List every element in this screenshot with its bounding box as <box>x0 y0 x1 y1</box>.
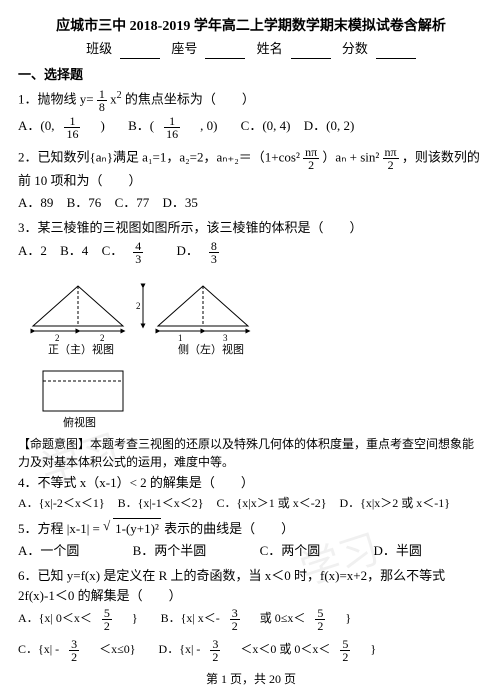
q2-opt-d: D．35 <box>162 193 197 213</box>
q3-opt-d: D．83 <box>176 240 238 265</box>
section-heading: 一、选择题 <box>18 65 484 85</box>
q5-opt-d: D．半圆 <box>373 541 421 561</box>
q1-stem-a: 1．抛物线 y= <box>18 91 94 106</box>
q1-options: A．(0, 116 ) B．( 116 , 0) C．(0, 4) D．(0, … <box>18 115 484 140</box>
q6-opt-b: B．{x| x＜-32 或 0≤x＜52 } <box>161 607 362 632</box>
question-1: 1．抛物线 y= 18 x2 的焦点坐标为（ ） <box>18 88 484 113</box>
q3-opt-a: A．2 <box>18 241 47 261</box>
q3-note: 【命题意图】本题考查三视图的还原以及特殊几何体的体积度量，重点考查空间想象能力及… <box>18 435 484 471</box>
q2-options: A．89 B．76 C．77 D．35 <box>18 193 484 213</box>
q6-opt-c: C．{x| -32 ＜x≤0} <box>18 638 146 663</box>
label-score: 分数 <box>342 39 368 59</box>
q5-radical: 1-(y+1)² <box>113 518 161 539</box>
page-footer: 第 1 页，共 20 页 <box>0 670 502 688</box>
q4-opt-a: A．{x|-2＜x＜1} <box>18 494 105 512</box>
page-title: 应城市三中 2018-2019 学年高二上学期数学期末模拟试卷含解析 <box>18 16 484 37</box>
fill-row: 班级 座号 姓名 分数 <box>18 39 484 59</box>
q6-options-row2: C．{x| -32 ＜x≤0} D．{x| -32 ＜x＜0 或 0＜x＜52 … <box>18 638 484 663</box>
question-6: 6．已知 y=f(x) 是定义在 R 上的奇函数，当 x＜0 时，f(x)=x+… <box>18 566 484 605</box>
label-top: 俯视图 <box>63 415 96 429</box>
q1-frac: 18 <box>97 88 107 113</box>
q1-sq: 2 <box>117 90 122 101</box>
q1-stem-c: 的焦点坐标为（ ） <box>125 91 255 106</box>
q5-stem-c: 表示的曲线是（ ） <box>164 521 294 536</box>
label-front: 正（主）视图 <box>48 342 114 356</box>
svg-text:2: 2 <box>136 301 141 311</box>
q6-opt-d: D．{x| -32 ＜x＜0 或 0＜x＜52 } <box>159 638 387 663</box>
q4-opt-c: C．{x|x＞1 或 x＜-2} <box>217 494 327 512</box>
q2-opt-b: B．76 <box>67 193 102 213</box>
q1-opt-d: D．(0, 2) <box>304 116 355 136</box>
q6-options-row1: A．{x| 0＜x＜52 } B．{x| x＜-32 或 0≤x＜52 } <box>18 607 484 632</box>
q5-stem-a: 5．方程 <box>18 521 67 536</box>
q3-opt-c: C．43 <box>102 240 164 265</box>
q1-opt-a: A．(0, 116 ) <box>18 115 115 140</box>
svg-text:1: 1 <box>178 333 183 343</box>
label-seat: 座号 <box>171 39 197 59</box>
q1-opt-b: B．( 116 , 0) <box>128 115 227 140</box>
question-3: 3．某三棱锥的三视图如图所示，该三棱锥的体积是（ ） <box>18 218 484 238</box>
svg-text:2: 2 <box>100 333 105 343</box>
label-class: 班级 <box>86 39 112 59</box>
q5-opt-a: A．一个圆 <box>18 541 79 561</box>
label-name: 姓名 <box>257 39 283 59</box>
q2-opt-c: C．77 <box>115 193 150 213</box>
q2-frac1: nπ2 <box>303 146 319 171</box>
q4-opt-d: D．{x|x＞2 或 x＜-1} <box>339 494 450 512</box>
question-5: 5．方程 |x-1| = 1-(y+1)² 表示的曲线是（ ） <box>18 518 484 539</box>
q3-opt-b: B．4 <box>60 241 88 261</box>
svg-text:2: 2 <box>55 333 60 343</box>
q5-stem-b: |x-1| = <box>67 521 103 536</box>
q2-stem-a: 2．已知数列{aₙ}满足 a₁=1，a₂=2，aₙ₊₂＝（1+cos² <box>18 149 303 164</box>
blank-score <box>376 44 416 59</box>
question-4: 4．不等式 x（x-1）< 2 的解集是（ ） <box>18 473 484 493</box>
q2-frac2: nπ2 <box>383 146 399 171</box>
q2-stem-b: ）aₙ + sin² <box>322 149 382 164</box>
q1-opt-c: C．(0, 4) <box>241 116 291 136</box>
svg-text:3: 3 <box>223 333 228 343</box>
blank-seat <box>205 44 245 59</box>
three-view-svg: 2 2 正（主）视图 2 1 3 侧（左）视图 俯视图 <box>18 271 298 431</box>
q4-opt-b: B．{x|-1＜x＜2} <box>118 494 204 512</box>
q6-opt-a: A．{x| 0＜x＜52 } <box>18 607 148 632</box>
three-view-diagram: 2 2 正（主）视图 2 1 3 侧（左）视图 俯视图 <box>18 271 298 431</box>
label-side: 侧（左）视图 <box>178 342 244 356</box>
blank-name <box>291 44 331 59</box>
exam-page: 应城市三中 2018-2019 学年高二上学期数学期末模拟试卷含解析 班级 座号… <box>0 0 502 694</box>
q5-options: A．一个圆 B．两个半圆 C．两个圆 D．半圆 <box>18 541 484 561</box>
q5-opt-c: C．两个圆 <box>260 541 321 561</box>
q5-opt-b: B．两个半圆 <box>133 541 207 561</box>
q4-options: A．{x|-2＜x＜1} B．{x|-1＜x＜2} C．{x|x＞1 或 x＜-… <box>18 494 484 512</box>
q3-options: A．2 B．4 C．43 D．83 <box>18 240 484 265</box>
q2-opt-a: A．89 <box>18 193 53 213</box>
question-2: 2．已知数列{aₙ}满足 a₁=1，a₂=2，aₙ₊₂＝（1+cos² nπ2 … <box>18 146 484 191</box>
blank-class <box>120 44 160 59</box>
